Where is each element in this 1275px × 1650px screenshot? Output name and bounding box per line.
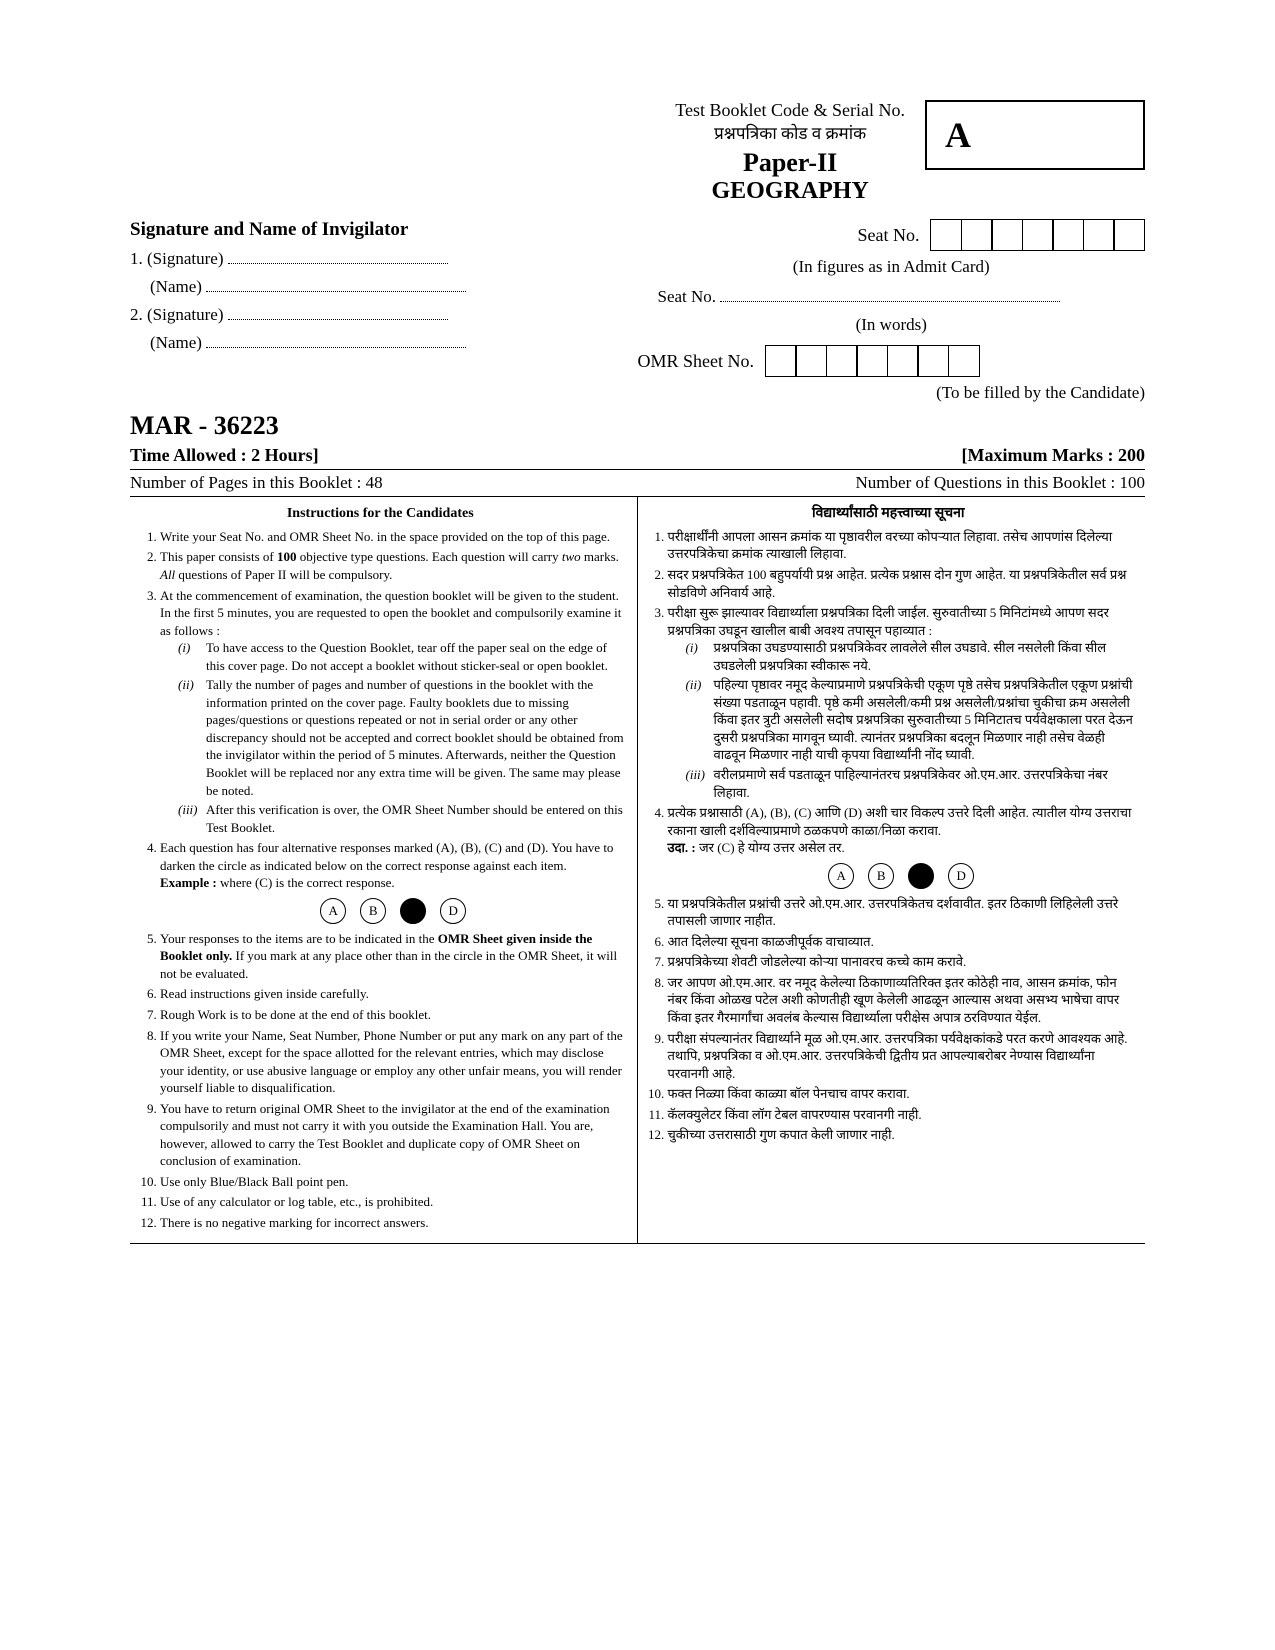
mr-title: विद्यार्थ्यांसाठी महत्त्वाच्या सूचना [642, 505, 1136, 524]
mr-bubbles: A B D [668, 863, 1136, 889]
name1-label: (Name) [150, 277, 202, 296]
en-i11: Use of any calculator or log table, etc.… [160, 1193, 627, 1211]
name2-label: (Name) [150, 333, 202, 352]
bubble-a-mr: A [828, 863, 854, 889]
pages: Number of Pages in this Booklet : 48 [130, 473, 383, 493]
bubble-c [400, 898, 426, 924]
sig1: 1. (Signature) [130, 249, 617, 269]
sig-title: Signature and Name of Invigilator [130, 219, 617, 241]
en-i7: Rough Work is to be done at the end of t… [160, 1006, 627, 1024]
seat-label1: Seat No. [858, 225, 920, 246]
sig-seat-row: Signature and Name of Invigilator 1. (Si… [130, 219, 1145, 403]
en-i9: You have to return original OMR Sheet to… [160, 1100, 627, 1170]
bubble-b: B [360, 898, 386, 924]
seat-row1: Seat No. [638, 219, 1146, 251]
omr-boxes[interactable] [766, 345, 980, 377]
omr-label: OMR Sheet No. [638, 351, 755, 372]
en-i8: If you write your Name, Seat Number, Pho… [160, 1027, 627, 1097]
en-i1: Write your Seat No. and OMR Sheet No. in… [160, 528, 627, 546]
omr-note: (To be filled by the Candidate) [638, 383, 1146, 403]
instructions-wrap: Instructions for the Candidates Write yo… [130, 497, 1145, 1244]
en-i3b: Tally the number of pages and number of … [178, 676, 627, 799]
en-i3a: To have access to the Question Booklet, … [178, 639, 627, 674]
mr-i3: परीक्षा सुरू झाल्यावर विद्यार्थ्याला प्र… [668, 604, 1136, 801]
mr-i5: या प्रश्नपत्रिकेतील प्रश्नांची उत्तरे ओ.… [668, 895, 1136, 930]
seat-note1: (In figures as in Admit Card) [638, 257, 1146, 277]
mr-i10: फक्त निळ्या किंवा काळ्या बॉल पेनचाच वापर… [668, 1085, 1136, 1103]
tbcode-en: Test Booklet Code & Serial No. [675, 100, 905, 121]
mr-i3a: प्रश्नपत्रिका उघडण्यासाठी प्रश्नपत्रिकेव… [686, 639, 1136, 674]
mr-i3c: वरीलप्रमाणे सर्व पडताळून पाहिल्यानंतरच प… [686, 766, 1136, 801]
instructions-mr: विद्यार्थ्यांसाठी महत्त्वाच्या सूचना परी… [638, 497, 1146, 1243]
name1: (Name) [130, 277, 617, 297]
omr-row: OMR Sheet No. [638, 345, 1146, 377]
en-i3: At the commencement of examination, the … [160, 587, 627, 837]
en-i4: Each question has four alternative respo… [160, 839, 627, 924]
seat-note2: (In words) [638, 315, 1146, 335]
en-bubbles: A B D [160, 898, 627, 924]
mr-i8: जर आपण ओ.एम.आर. वर नमूद केलेल्या ठिकाणाव… [668, 974, 1136, 1027]
mr-i4: प्रत्येक प्रश्नासाठी (A), (B), (C) आणि (… [668, 804, 1136, 889]
time-marks-row: Time Allowed : 2 Hours] [Maximum Marks :… [130, 445, 1145, 470]
sig2-label: 2. (Signature) [130, 305, 223, 324]
bubble-d-mr: D [948, 863, 974, 889]
time: Time Allowed : 2 Hours] [130, 445, 319, 466]
bubble-b-mr: B [868, 863, 894, 889]
mr-i7: प्रश्नपत्रिकेच्या शेवटी जोडलेल्या कोऱ्या… [668, 953, 1136, 971]
en-i6: Read instructions given inside carefully… [160, 985, 627, 1003]
sig1-label: 1. (Signature) [130, 249, 223, 268]
en-i12: There is no negative marking for incorre… [160, 1214, 627, 1232]
questions: Number of Questions in this Booklet : 10… [856, 473, 1145, 493]
en-i3c: After this verification is over, the OMR… [178, 801, 627, 836]
pages-questions-row: Number of Pages in this Booklet : 48 Num… [130, 470, 1145, 497]
header-row: Test Booklet Code & Serial No. प्रश्नपत्… [130, 100, 1145, 205]
mr-i6: आत दिलेल्या सूचना काळजीपूर्वक वाचाव्यात. [668, 933, 1136, 951]
tbcode-hi: प्रश्नपत्रिका कोड व क्रमांक [675, 121, 905, 144]
instructions-en: Instructions for the Candidates Write yo… [130, 497, 638, 1243]
code-box: A [925, 100, 1145, 170]
mr-i12: चुकीच्या उत्तरासाठी गुण कपात केली जाणार … [668, 1126, 1136, 1144]
mr-i11: कॅलक्युलेटर किंवा लॉग टेबल वापरण्यास परव… [668, 1106, 1136, 1124]
seat-boxes1[interactable] [932, 219, 1146, 251]
seat-label2: Seat No. [658, 287, 717, 306]
en-i5: Your responses to the items are to be in… [160, 930, 627, 983]
name2: (Name) [130, 333, 617, 353]
mr-i2: सदर प्रश्नपत्रिकेत 100 बहुपर्यायी प्रश्न… [668, 566, 1136, 601]
sig2: 2. (Signature) [130, 305, 617, 325]
en-i10: Use only Blue/Black Ball point pen. [160, 1173, 627, 1191]
en-title: Instructions for the Candidates [134, 505, 627, 524]
en-i2: This paper consists of 100 objective typ… [160, 548, 627, 583]
mr-i9: परीक्षा संपल्यानंतर विद्यार्थ्याने मूळ ओ… [668, 1030, 1136, 1083]
marks: [Maximum Marks : 200 [962, 445, 1145, 466]
paper-title: Paper-II [675, 148, 905, 178]
exam-code: MAR - 36223 [130, 411, 1145, 441]
subject: GEOGRAPHY [675, 178, 905, 205]
mr-i1: परीक्षार्थींनी आपला आसन क्रमांक या पृष्ठ… [668, 528, 1136, 563]
seat-row2: Seat No. [638, 287, 1146, 307]
bubble-c-mr [908, 863, 934, 889]
bubble-d: D [440, 898, 466, 924]
bubble-a: A [320, 898, 346, 924]
mr-i3b: पहिल्या पृष्ठावर नमूद केल्याप्रमाणे प्रश… [686, 676, 1136, 764]
